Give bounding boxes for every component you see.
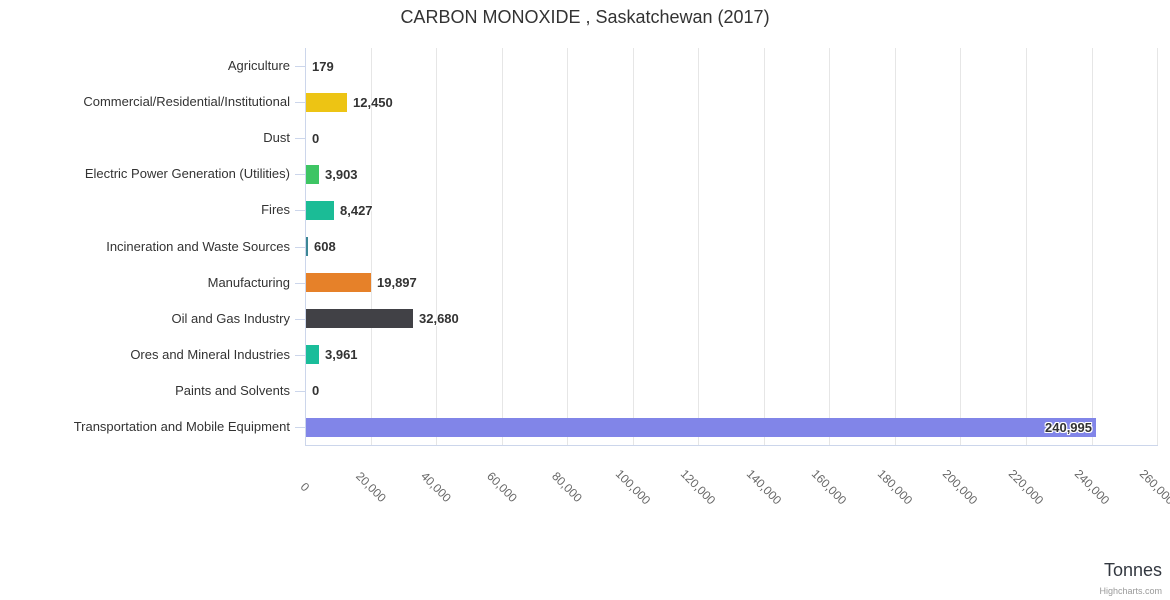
category-tick xyxy=(295,102,305,103)
chart-title: CARBON MONOXIDE , Saskatchewan (2017) xyxy=(400,7,770,27)
category-label: Manufacturing xyxy=(207,274,290,290)
gridline xyxy=(436,48,438,445)
x-tick-label: 80,000 xyxy=(549,469,586,505)
x-axis-title: Tonnes xyxy=(1103,560,1162,580)
category-label: Dust xyxy=(263,130,290,146)
category-label: Paints and Solvents xyxy=(175,382,290,398)
bar[interactable] xyxy=(306,200,334,220)
bar[interactable] xyxy=(306,237,308,256)
x-tick-label: 140,000 xyxy=(743,466,785,508)
value-label: 12,450 xyxy=(353,94,393,110)
category-label: Oil and Gas Industry xyxy=(171,310,291,326)
category-label: Agriculture xyxy=(227,58,290,74)
value-label: 3,903 xyxy=(325,166,358,182)
gridline xyxy=(1025,48,1027,445)
bar[interactable] xyxy=(306,164,319,184)
gridline xyxy=(763,48,765,445)
x-tick-label: 220,000 xyxy=(1005,466,1047,508)
x-tick-label: 60,000 xyxy=(483,469,520,505)
gridline xyxy=(829,48,831,445)
x-tick-label: 260,000 xyxy=(1136,466,1170,508)
x-tick-label: 240,000 xyxy=(1071,466,1112,508)
bar[interactable] xyxy=(306,273,371,293)
category-tick xyxy=(295,355,305,356)
x-tick-label: 40,000 xyxy=(418,469,455,505)
category-label: Ores and Mineral Industries xyxy=(130,346,290,362)
value-label: 240,995 xyxy=(1045,419,1092,435)
bar[interactable] xyxy=(306,309,413,329)
x-tick-label: 20,000 xyxy=(352,469,389,505)
value-label: 8,427 xyxy=(340,202,373,218)
category-tick xyxy=(295,283,305,284)
category-tick xyxy=(295,391,305,392)
highcharts-credits-link[interactable]: Highcharts.com xyxy=(1099,586,1162,596)
value-label: 19,897 xyxy=(377,275,417,291)
value-label: 608 xyxy=(314,239,336,254)
category-tick xyxy=(295,138,305,139)
category-tick xyxy=(295,247,305,248)
gridline xyxy=(698,48,700,445)
value-label: 3,961 xyxy=(325,347,358,363)
bar[interactable] xyxy=(306,345,319,365)
category-label: Commercial/Residential/Institutional xyxy=(83,94,290,110)
category-label: Fires xyxy=(261,202,290,218)
bar[interactable] xyxy=(306,92,347,112)
x-tick-label: 160,000 xyxy=(809,466,850,508)
gridline xyxy=(1091,48,1093,445)
category-label: Transportation and Mobile Equipment xyxy=(73,418,290,434)
gridline xyxy=(501,48,503,445)
value-label: 32,680 xyxy=(419,311,459,327)
value-label: 0 xyxy=(312,383,320,399)
category-tick xyxy=(295,319,305,320)
gridline xyxy=(370,48,372,445)
category-label: Electric Power Generation (Utilities) xyxy=(84,166,290,182)
gridline xyxy=(960,48,962,445)
gridline xyxy=(632,48,634,445)
bar[interactable] xyxy=(306,417,1096,437)
value-axis-line xyxy=(305,445,1158,446)
category-tick xyxy=(295,427,305,428)
value-label: 179 xyxy=(312,58,334,74)
x-tick-label: 120,000 xyxy=(677,466,719,508)
category-axis-line xyxy=(305,48,306,446)
category-label: Incineration and Waste Sources xyxy=(106,238,290,254)
x-tick-label: 180,000 xyxy=(874,466,916,508)
x-tick-label: 0 xyxy=(297,479,313,495)
gridline xyxy=(567,48,569,445)
value-label: 0 xyxy=(312,130,320,146)
gridline xyxy=(894,48,896,445)
category-tick xyxy=(295,174,305,175)
category-tick xyxy=(295,210,305,211)
x-tick-label: 200,000 xyxy=(940,466,981,508)
x-tick-label: 100,000 xyxy=(612,466,653,508)
gridline xyxy=(1157,48,1158,445)
category-tick xyxy=(295,66,305,67)
